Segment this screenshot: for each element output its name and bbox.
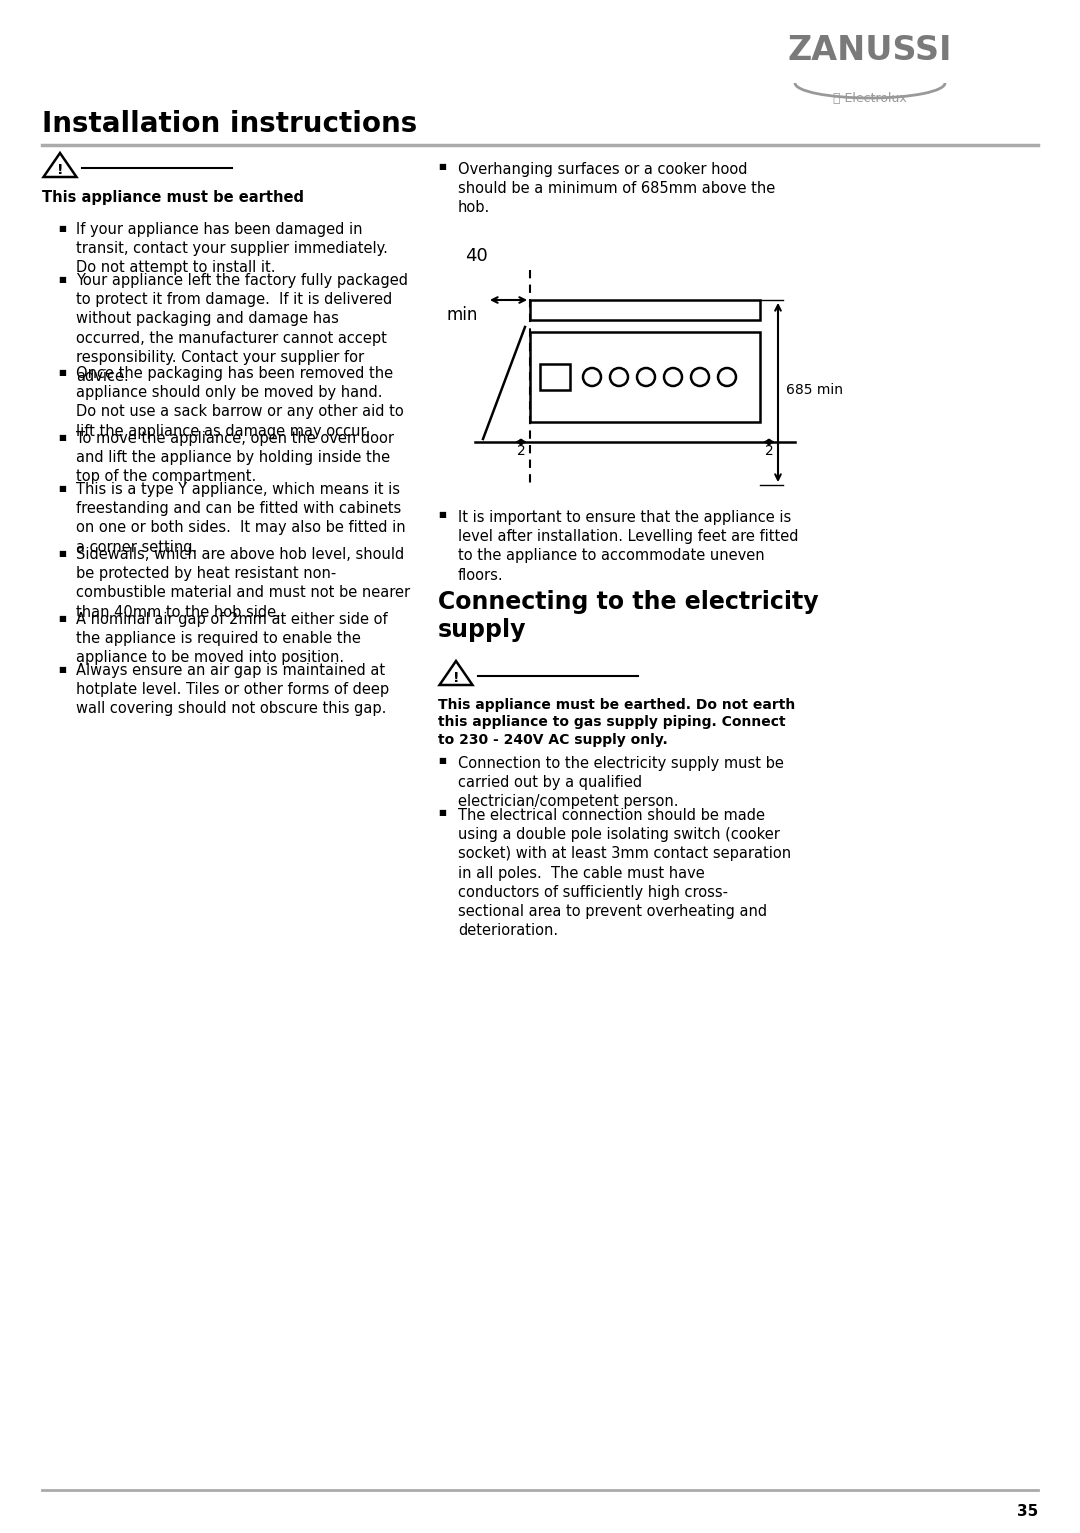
- Text: !: !: [57, 162, 64, 176]
- Text: 2: 2: [765, 445, 773, 458]
- Text: Sidewalls, which are above hob level, should
be protected by heat resistant non-: Sidewalls, which are above hob level, sh…: [76, 547, 410, 619]
- Text: min: min: [447, 307, 478, 323]
- Text: Your appliance left the factory fully packaged
to protect it from damage.  If it: Your appliance left the factory fully pa…: [76, 273, 408, 383]
- Text: ■: ■: [58, 549, 66, 558]
- Text: 35: 35: [1016, 1504, 1038, 1519]
- Text: The electrical connection should be made
using a double pole isolating switch (c: The electrical connection should be made…: [458, 808, 792, 938]
- Text: To move the appliance, open the oven door
and lift the appliance by holding insi: To move the appliance, open the oven doo…: [76, 431, 394, 484]
- Text: ■: ■: [58, 224, 66, 233]
- Text: ■: ■: [58, 615, 66, 622]
- Text: ■: ■: [58, 274, 66, 284]
- Text: !: !: [453, 670, 459, 685]
- Text: This is a type Y appliance, which means it is
freestanding and can be fitted wit: This is a type Y appliance, which means …: [76, 481, 406, 555]
- Text: 685 min: 685 min: [786, 383, 843, 397]
- Bar: [530, 333, 760, 422]
- Text: A nominal air gap of 2mm at either side of
the appliance is required to enable t: A nominal air gap of 2mm at either side …: [76, 612, 388, 665]
- Text: If your appliance has been damaged in
transit, contact your supplier immediately: If your appliance has been damaged in tr…: [76, 222, 388, 276]
- Text: ■: ■: [438, 808, 446, 817]
- Text: Once the packaging has been removed the
appliance should only be moved by hand.
: Once the packaging has been removed the …: [76, 366, 404, 438]
- Text: ■: ■: [438, 162, 446, 172]
- Text: This appliance must be earthed: This appliance must be earthed: [42, 190, 303, 205]
- Bar: [540, 363, 570, 389]
- Text: It is important to ensure that the appliance is
level after installation. Levell: It is important to ensure that the appli…: [458, 510, 798, 583]
- Text: Connection to the electricity supply must be
carried out by a qualified
electric: Connection to the electricity supply mus…: [458, 756, 784, 809]
- Bar: [530, 300, 760, 320]
- Text: ■: ■: [58, 484, 66, 494]
- Text: ■: ■: [58, 432, 66, 442]
- Text: Always ensure an air gap is maintained at
hotplate level. Tiles or other forms o: Always ensure an air gap is maintained a…: [76, 662, 389, 716]
- Text: Overhanging surfaces or a cooker hood
should be a minimum of 685mm above the
hob: Overhanging surfaces or a cooker hood sh…: [458, 162, 775, 216]
- Text: This appliance must be earthed. Do not earth
this appliance to gas supply piping: This appliance must be earthed. Do not e…: [438, 698, 795, 747]
- Text: ZANUSSI: ZANUSSI: [787, 34, 953, 66]
- Text: Installation instructions: Installation instructions: [42, 110, 417, 138]
- Text: Connecting to the electricity
supply: Connecting to the electricity supply: [438, 590, 819, 642]
- Text: ■: ■: [438, 756, 446, 765]
- Text: ⓔ Electrolux: ⓔ Electrolux: [833, 92, 907, 104]
- Text: ■: ■: [58, 368, 66, 377]
- Text: ■: ■: [58, 665, 66, 675]
- Text: 40: 40: [465, 247, 488, 265]
- Text: ■: ■: [438, 510, 446, 520]
- Text: 2: 2: [516, 445, 525, 458]
